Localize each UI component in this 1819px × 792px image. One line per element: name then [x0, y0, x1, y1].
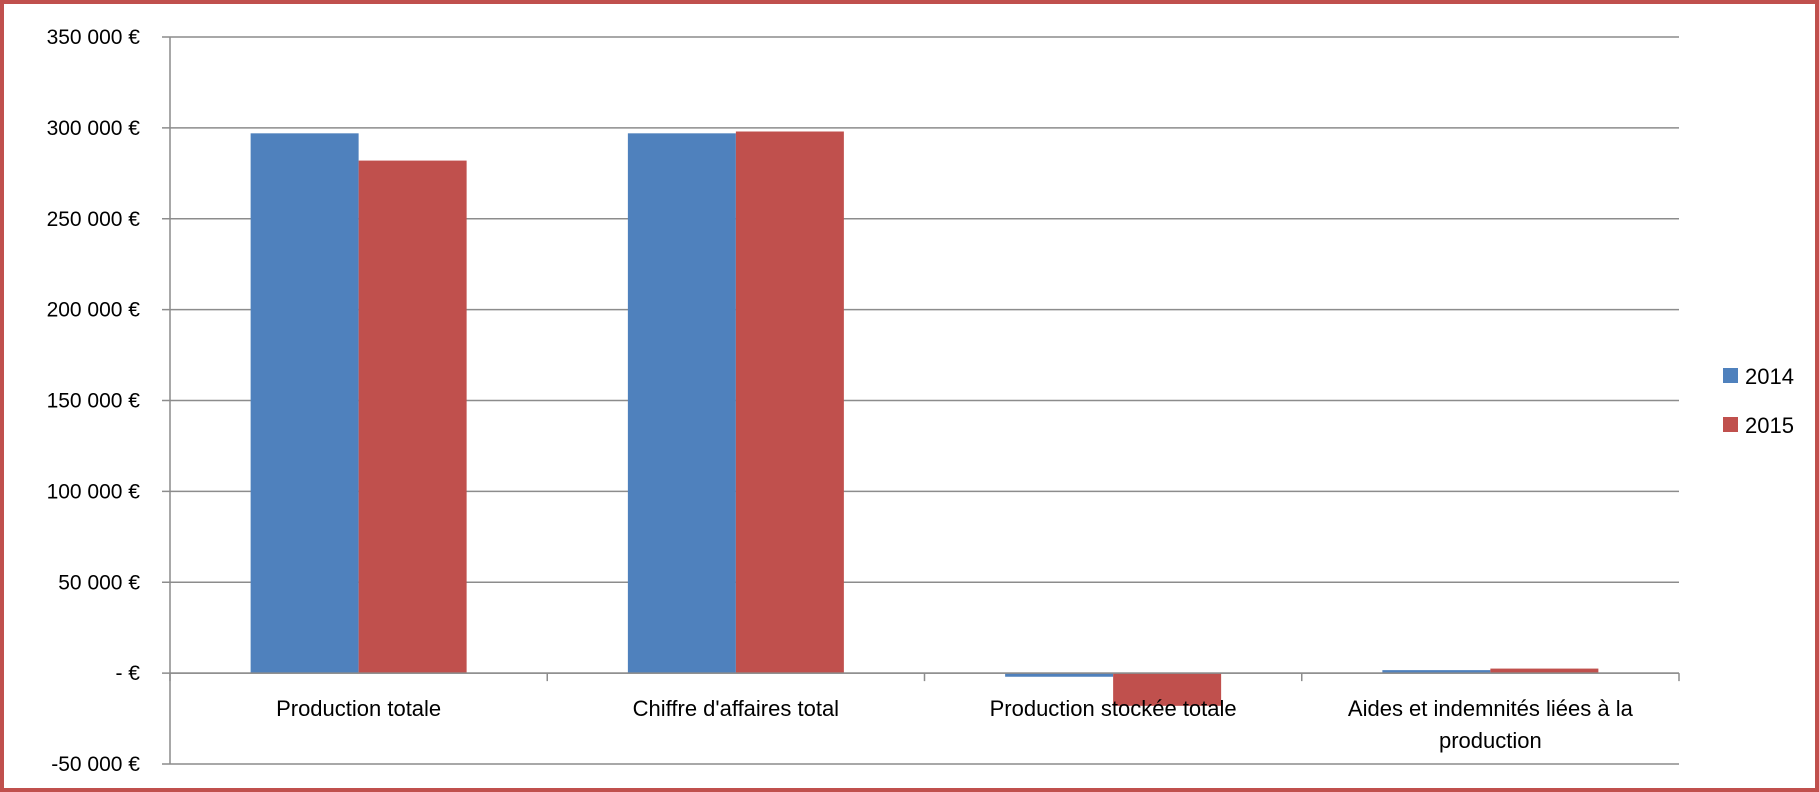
bar-2014 — [1382, 670, 1491, 674]
axes — [169, 37, 1680, 764]
legend-label-2015: 2015 — [1745, 413, 1794, 438]
bar-2014 — [627, 133, 736, 674]
bar-2015 — [1113, 673, 1222, 706]
bars — [250, 131, 1599, 706]
legend-swatch-2014 — [1723, 368, 1738, 383]
bar-2015 — [735, 131, 844, 674]
legend: 2014 2015 — [1723, 364, 1794, 438]
y-tick-label: - € — [115, 662, 140, 685]
y-axis-ticks: 350 000 € 300 000 € 250 000 € 200 000 € 150 … — [47, 26, 141, 776]
y-tick-label: 50 000 € — [58, 571, 140, 594]
bar-2014 — [1005, 673, 1114, 677]
y-tick-label: 350 000 € — [47, 26, 141, 49]
gridlines — [162, 36, 1679, 765]
legend-label-2014: 2014 — [1745, 364, 1794, 389]
y-tick-label: 200 000 € — [47, 299, 141, 322]
bar-2015 — [358, 160, 467, 674]
y-tick-label: 300 000 € — [47, 117, 141, 140]
y-tick-label: 150 000 € — [47, 390, 141, 413]
legend-swatch-2015 — [1723, 417, 1738, 432]
x-tick-label: production — [1439, 728, 1542, 753]
x-axis-ticks: Production totale Chiffre d'affaires tota… — [276, 696, 1634, 753]
bar-2015 — [1490, 668, 1599, 674]
x-tick-label: Aides et indemnités liées à la — [1348, 696, 1634, 721]
y-tick-label: 100 000 € — [47, 480, 141, 503]
x-tick-label: Production stockée totale — [990, 696, 1237, 721]
x-tick-label: Production totale — [276, 696, 441, 721]
x-tick-label: Chiffre d'affaires total — [633, 696, 839, 721]
y-tick-label: 250 000 € — [47, 208, 141, 231]
y-tick-label: -50 000 € — [51, 753, 140, 776]
bar-2014 — [250, 133, 359, 674]
